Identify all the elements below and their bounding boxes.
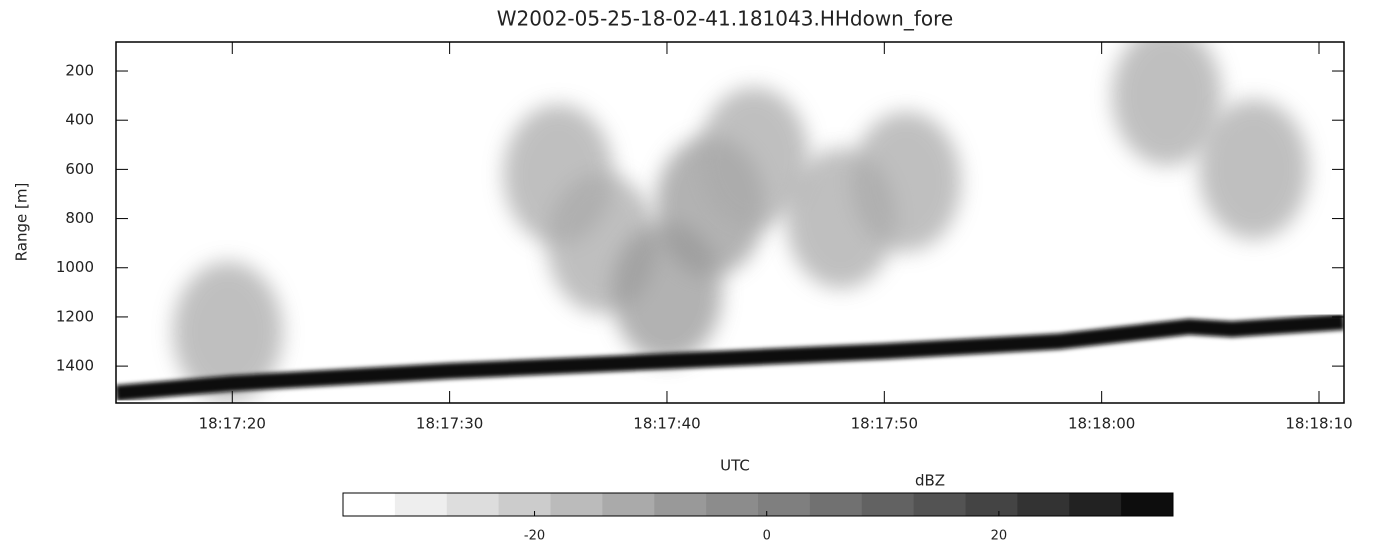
colorbar: -20 0 20 bbox=[342, 492, 1174, 544]
x-tick-label: 18:18:10 bbox=[1285, 415, 1352, 433]
x-tick-label: 18:18:00 bbox=[1068, 415, 1135, 433]
y-axis-label: Range [m] bbox=[13, 183, 31, 262]
echo-patch bbox=[851, 111, 962, 252]
echo-patch bbox=[1111, 42, 1222, 166]
echo-patch bbox=[172, 261, 283, 402]
colorbar-swatch bbox=[706, 493, 759, 516]
echo-patch bbox=[698, 87, 809, 228]
chart-title: W2002-05-25-18-02-41.181043.HHdown_fore bbox=[497, 7, 953, 31]
y-tick-label: 1400 bbox=[56, 357, 94, 375]
colorbar-swatch bbox=[1121, 493, 1174, 516]
colorbar-label: dBZ bbox=[915, 472, 945, 490]
colorbar-swatch bbox=[602, 493, 655, 516]
x-tick-label: 18:17:20 bbox=[199, 415, 266, 433]
y-tick-label: 800 bbox=[65, 209, 94, 227]
colorbar-swatch bbox=[861, 493, 915, 516]
colorbar-tick-label: 20 bbox=[991, 529, 1008, 544]
x-tick-label: 18:17:40 bbox=[633, 415, 700, 433]
colorbar-frame bbox=[342, 492, 1174, 517]
colorbar-swatch bbox=[343, 493, 396, 516]
ground-return bbox=[116, 313, 1344, 402]
x-tick-label: 18:17:50 bbox=[851, 415, 918, 433]
y-tick-label: 400 bbox=[65, 111, 94, 129]
colorbar-swatch bbox=[498, 493, 551, 516]
x-tick-label: 18:17:30 bbox=[416, 415, 483, 433]
colorbar-swatch bbox=[965, 493, 1018, 516]
colorbar-swatch bbox=[809, 493, 863, 516]
y-tick-label: 600 bbox=[65, 160, 94, 178]
x-axis-label: UTC bbox=[720, 457, 750, 475]
colorbar-swatch bbox=[654, 493, 707, 516]
y-tick-label: 1000 bbox=[56, 258, 94, 276]
plot-frame bbox=[115, 41, 1345, 404]
colorbar-swatch bbox=[446, 493, 500, 516]
plot-area bbox=[116, 42, 1344, 402]
colorbar-tick-label: -20 bbox=[524, 529, 545, 544]
colorbar-swatch bbox=[550, 493, 603, 516]
y-tick-label: 1200 bbox=[56, 307, 94, 325]
colorbar-tick-label: 0 bbox=[763, 529, 771, 544]
colorbar-swatch bbox=[394, 493, 448, 516]
colorbar-swatch bbox=[1069, 493, 1122, 516]
colorbar-swatch bbox=[758, 493, 811, 516]
y-tick-label: 200 bbox=[65, 62, 94, 80]
echo-patch bbox=[1198, 99, 1309, 240]
colorbar-swatch bbox=[1017, 493, 1070, 516]
colorbar-swatch bbox=[913, 493, 966, 516]
